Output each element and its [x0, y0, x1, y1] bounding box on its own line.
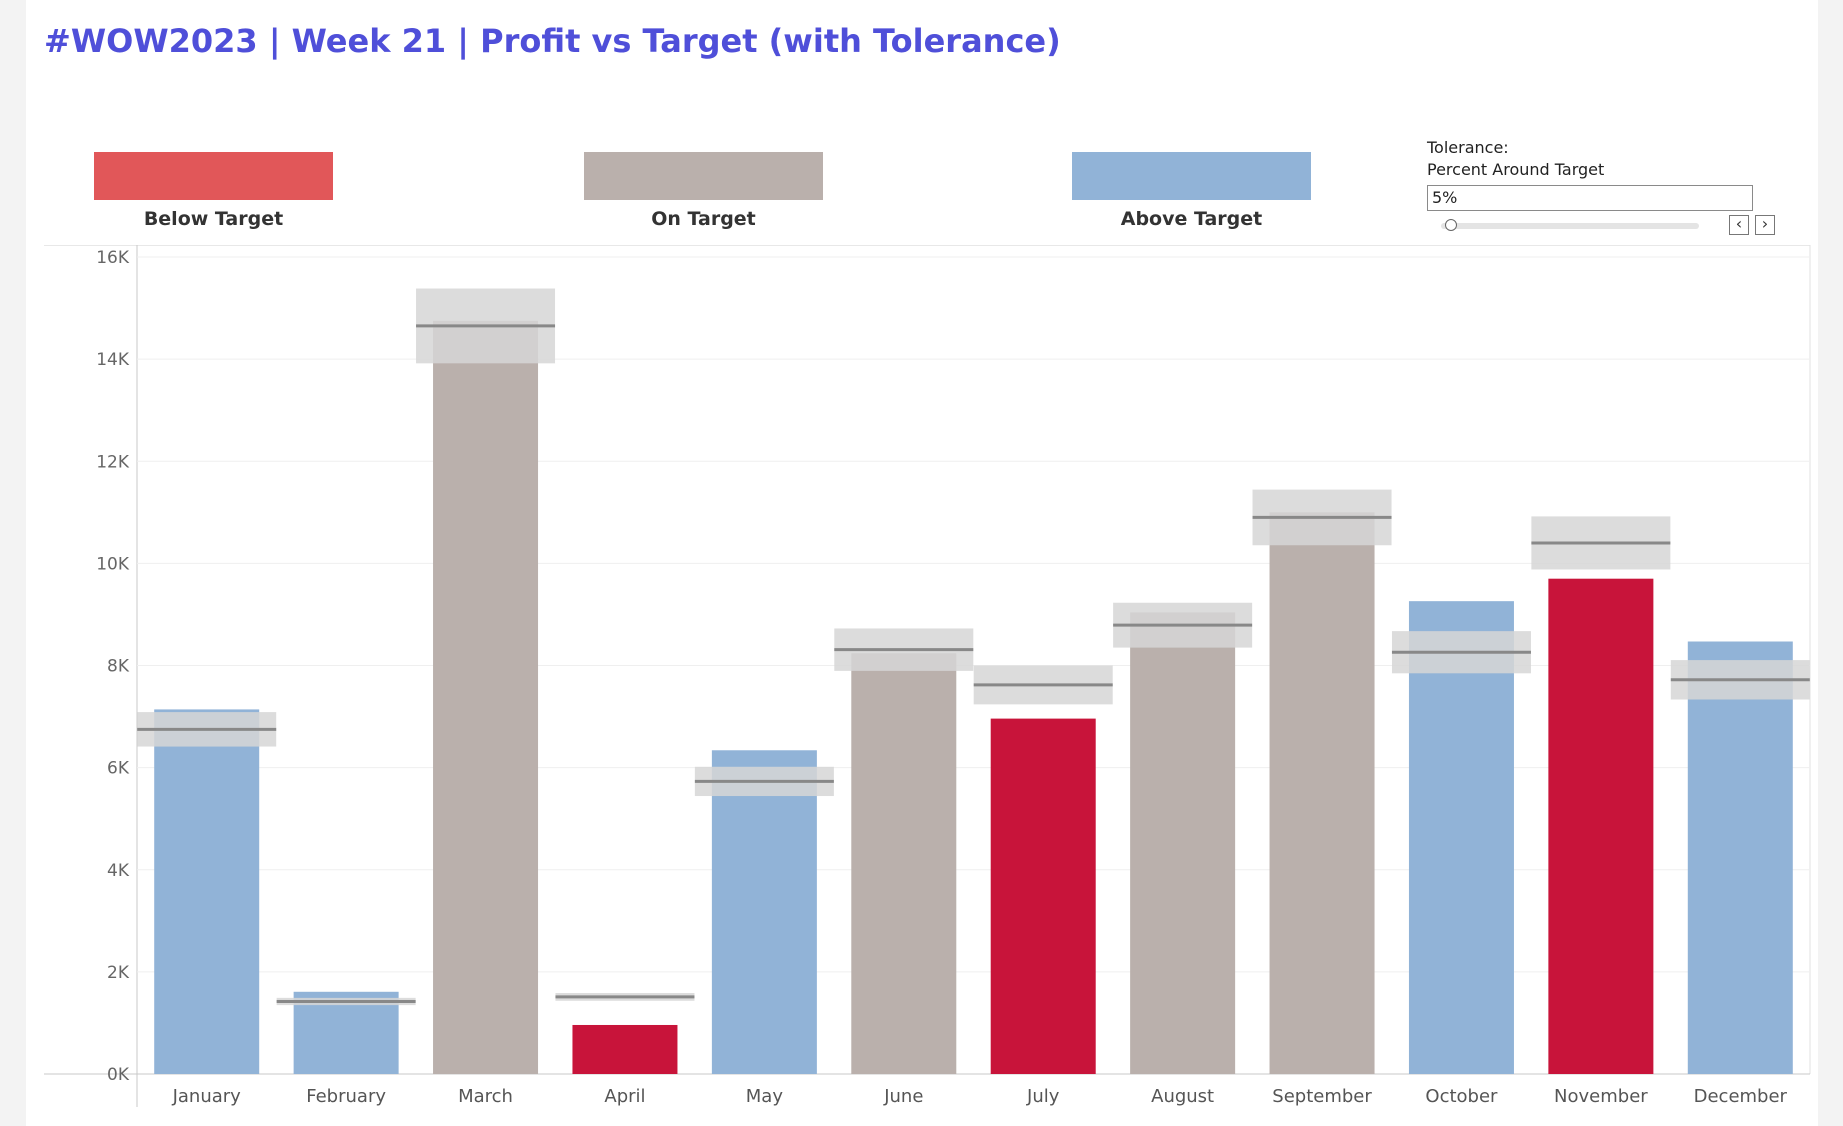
- on-target-swatch: [584, 152, 823, 200]
- tolerance-slider-track[interactable]: [1441, 223, 1699, 229]
- x-tick-label: July: [1026, 1086, 1060, 1107]
- x-tick-label: March: [458, 1086, 513, 1107]
- legend-label-above: Above Target: [1120, 208, 1263, 230]
- profit-bar: [572, 1024, 678, 1074]
- tolerance-decrement-button[interactable]: ‹: [1729, 215, 1749, 235]
- tolerance-increment-button[interactable]: ›: [1755, 215, 1775, 235]
- tolerance-sublabel: Percent Around Target: [1427, 160, 1605, 179]
- chevron-right-icon: ›: [1761, 214, 1769, 233]
- x-tick-label: September: [1272, 1086, 1372, 1107]
- profit-bar: [433, 320, 539, 1074]
- tolerance-slider-thumb[interactable]: [1445, 219, 1457, 231]
- y-tick-label: 14K: [96, 350, 130, 370]
- profit-bar: [1269, 512, 1375, 1074]
- tolerance-parameter: Tolerance: Percent Around Target 5% ‹ ›: [1427, 137, 1775, 242]
- tolerance-label: Tolerance:: [1427, 138, 1509, 157]
- x-tick-label: December: [1694, 1086, 1788, 1107]
- tolerance-input[interactable]: 5%: [1427, 185, 1753, 211]
- y-tick-label: 8K: [107, 657, 130, 677]
- x-tick-label: November: [1554, 1086, 1648, 1107]
- x-tick-label: April: [604, 1086, 645, 1107]
- profit-bar: [711, 750, 817, 1074]
- y-tick-label: 2K: [107, 963, 130, 983]
- dashboard: #WOW2023 | Week 21 | Profit vs Target (w…: [26, 0, 1818, 1126]
- y-tick-label: 10K: [96, 554, 130, 574]
- profit-bar: [851, 653, 957, 1074]
- above-target-swatch: [1072, 152, 1311, 200]
- below-target-swatch: [94, 152, 333, 200]
- x-tick-label: February: [306, 1086, 386, 1107]
- page-title: #WOW2023 | Week 21 | Profit vs Target (w…: [44, 22, 1061, 60]
- x-tick-label: January: [172, 1086, 242, 1107]
- legend-label-on: On Target: [651, 208, 756, 230]
- profit-bar: [1408, 601, 1514, 1074]
- profit-bar: [1548, 578, 1654, 1074]
- y-tick-label: 0K: [107, 1065, 130, 1085]
- profit-bar: [1687, 641, 1793, 1074]
- profit-bar: [293, 991, 399, 1074]
- x-tick-label: May: [746, 1086, 784, 1107]
- profit-vs-target-chart: 0K 2K 4K 6K 8K 10K 12K 14K 16K January February Mar…: [44, 245, 1811, 1107]
- y-tick-label: 4K: [107, 861, 130, 881]
- x-tick-label: June: [883, 1086, 923, 1107]
- y-tick-label: 6K: [107, 759, 130, 779]
- x-tick-label: October: [1425, 1086, 1498, 1107]
- y-tick-label: 12K: [96, 452, 130, 472]
- y-tick-label: 16K: [96, 248, 130, 268]
- profit-bar: [990, 718, 1096, 1074]
- profit-bar: [154, 709, 260, 1074]
- chevron-left-icon: ‹: [1735, 214, 1743, 233]
- legend-label-below: Below Target: [143, 208, 284, 230]
- x-tick-label: August: [1151, 1086, 1214, 1107]
- profit-bar: [1130, 612, 1236, 1074]
